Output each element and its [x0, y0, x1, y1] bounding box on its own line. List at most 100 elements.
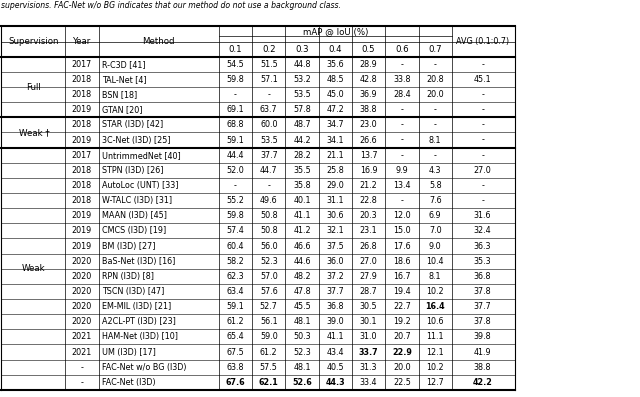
Text: 59.0: 59.0 [260, 332, 278, 341]
Text: 51.5: 51.5 [260, 60, 278, 69]
Text: 22.7: 22.7 [393, 302, 411, 311]
Text: 31.3: 31.3 [360, 362, 378, 372]
Text: 52.3: 52.3 [293, 347, 311, 357]
Text: STPN (I3D) [26]: STPN (I3D) [26] [102, 166, 163, 175]
Text: 2020: 2020 [72, 272, 92, 281]
Text: 34.1: 34.1 [326, 135, 344, 145]
Text: 63.4: 63.4 [227, 287, 244, 296]
Text: 2019: 2019 [72, 105, 92, 114]
Text: 27.0: 27.0 [474, 166, 492, 175]
Text: 67.6: 67.6 [226, 378, 245, 387]
Text: 37.7: 37.7 [260, 151, 278, 160]
Text: 55.2: 55.2 [227, 196, 244, 205]
Text: 35.3: 35.3 [474, 257, 492, 266]
Text: -: - [481, 105, 484, 114]
Text: -: - [401, 135, 403, 145]
Text: 40.1: 40.1 [293, 196, 311, 205]
Text: 27.9: 27.9 [360, 272, 378, 281]
Text: 47.2: 47.2 [326, 105, 344, 114]
Text: -: - [401, 60, 403, 69]
Text: 2021: 2021 [72, 347, 92, 357]
Text: 23.0: 23.0 [360, 120, 378, 129]
Text: FAC-Net (I3D): FAC-Net (I3D) [102, 378, 156, 387]
Text: EM-MIL (I3D) [21]: EM-MIL (I3D) [21] [102, 302, 171, 311]
Text: 43.4: 43.4 [326, 347, 344, 357]
Text: 62.3: 62.3 [227, 272, 244, 281]
Text: 41.1: 41.1 [326, 332, 344, 341]
Text: supervisions. FAC-Net w/o BG indicates that our method do not use a background c: supervisions. FAC-Net w/o BG indicates t… [1, 1, 341, 10]
Text: 53.2: 53.2 [293, 75, 311, 84]
Text: 35.6: 35.6 [326, 60, 344, 69]
Text: CMCS (I3D) [19]: CMCS (I3D) [19] [102, 226, 166, 235]
Text: 31.1: 31.1 [326, 196, 344, 205]
Text: 19.4: 19.4 [393, 287, 411, 296]
Text: AVG (0.1:0.7): AVG (0.1:0.7) [456, 37, 509, 46]
Text: 2020: 2020 [72, 302, 92, 311]
Text: 50.3: 50.3 [293, 332, 311, 341]
Text: -: - [481, 135, 484, 145]
Text: 12.0: 12.0 [393, 211, 411, 220]
Text: 41.2: 41.2 [293, 226, 311, 235]
Text: 20.0: 20.0 [426, 90, 444, 99]
Text: 8.1: 8.1 [429, 135, 442, 145]
Text: UntrimmedNet [40]: UntrimmedNet [40] [102, 151, 180, 160]
Text: 30.5: 30.5 [360, 302, 378, 311]
Text: 2020: 2020 [72, 317, 92, 326]
Text: -: - [268, 90, 270, 99]
Text: RPN (I3D) [8]: RPN (I3D) [8] [102, 272, 154, 281]
Text: 21.1: 21.1 [326, 151, 344, 160]
Text: 48.1: 48.1 [293, 317, 311, 326]
Text: 18.6: 18.6 [393, 257, 411, 266]
Text: 2019: 2019 [72, 226, 92, 235]
Text: 16.4: 16.4 [426, 302, 445, 311]
Text: 30.6: 30.6 [326, 211, 344, 220]
Text: 28.4: 28.4 [393, 90, 411, 99]
Text: 7.0: 7.0 [429, 226, 442, 235]
Text: -: - [434, 151, 436, 160]
Text: 41.9: 41.9 [474, 347, 492, 357]
Text: 2018: 2018 [72, 120, 92, 129]
Text: Weak †: Weak † [19, 128, 49, 137]
Text: 36.9: 36.9 [360, 90, 378, 99]
Text: 36.8: 36.8 [474, 272, 492, 281]
Text: 29.0: 29.0 [326, 181, 344, 190]
Text: 32.1: 32.1 [326, 226, 344, 235]
Text: 39.0: 39.0 [326, 317, 344, 326]
Text: 28.7: 28.7 [360, 287, 378, 296]
Text: 4.3: 4.3 [429, 166, 442, 175]
Text: 2018: 2018 [72, 181, 92, 190]
Text: Year: Year [73, 37, 91, 46]
Text: GTAN [20]: GTAN [20] [102, 105, 142, 114]
Text: 56.1: 56.1 [260, 317, 278, 326]
Text: Method: Method [143, 37, 175, 46]
Text: 45.0: 45.0 [326, 90, 344, 99]
Text: 2018: 2018 [72, 90, 92, 99]
Text: R-C3D [41]: R-C3D [41] [102, 60, 145, 69]
Text: 7.6: 7.6 [429, 196, 442, 205]
Text: 35.5: 35.5 [293, 166, 311, 175]
Text: -: - [434, 60, 436, 69]
Text: 9.9: 9.9 [396, 166, 408, 175]
Text: 2021: 2021 [72, 332, 92, 341]
Text: 31.6: 31.6 [474, 211, 492, 220]
Text: 0.7: 0.7 [428, 45, 442, 54]
Text: 52.0: 52.0 [227, 166, 244, 175]
Text: 22.9: 22.9 [392, 347, 412, 357]
Text: TSCN (I3D) [47]: TSCN (I3D) [47] [102, 287, 164, 296]
Text: 37.8: 37.8 [474, 317, 492, 326]
Text: 0.2: 0.2 [262, 45, 276, 54]
Text: 57.5: 57.5 [260, 362, 278, 372]
Text: 0.6: 0.6 [395, 45, 409, 54]
Text: 2018: 2018 [72, 196, 92, 205]
Text: 48.1: 48.1 [293, 362, 311, 372]
Text: -: - [434, 105, 436, 114]
Text: 59.8: 59.8 [227, 211, 244, 220]
Text: HAM-Net (I3D) [10]: HAM-Net (I3D) [10] [102, 332, 178, 341]
Text: 59.8: 59.8 [227, 75, 244, 84]
Text: mAP @ IoU (%): mAP @ IoU (%) [303, 27, 368, 37]
Text: 42.2: 42.2 [472, 378, 493, 387]
Text: -: - [401, 120, 403, 129]
Text: -: - [401, 196, 403, 205]
Text: 63.7: 63.7 [260, 105, 278, 114]
Text: 38.8: 38.8 [474, 362, 492, 372]
